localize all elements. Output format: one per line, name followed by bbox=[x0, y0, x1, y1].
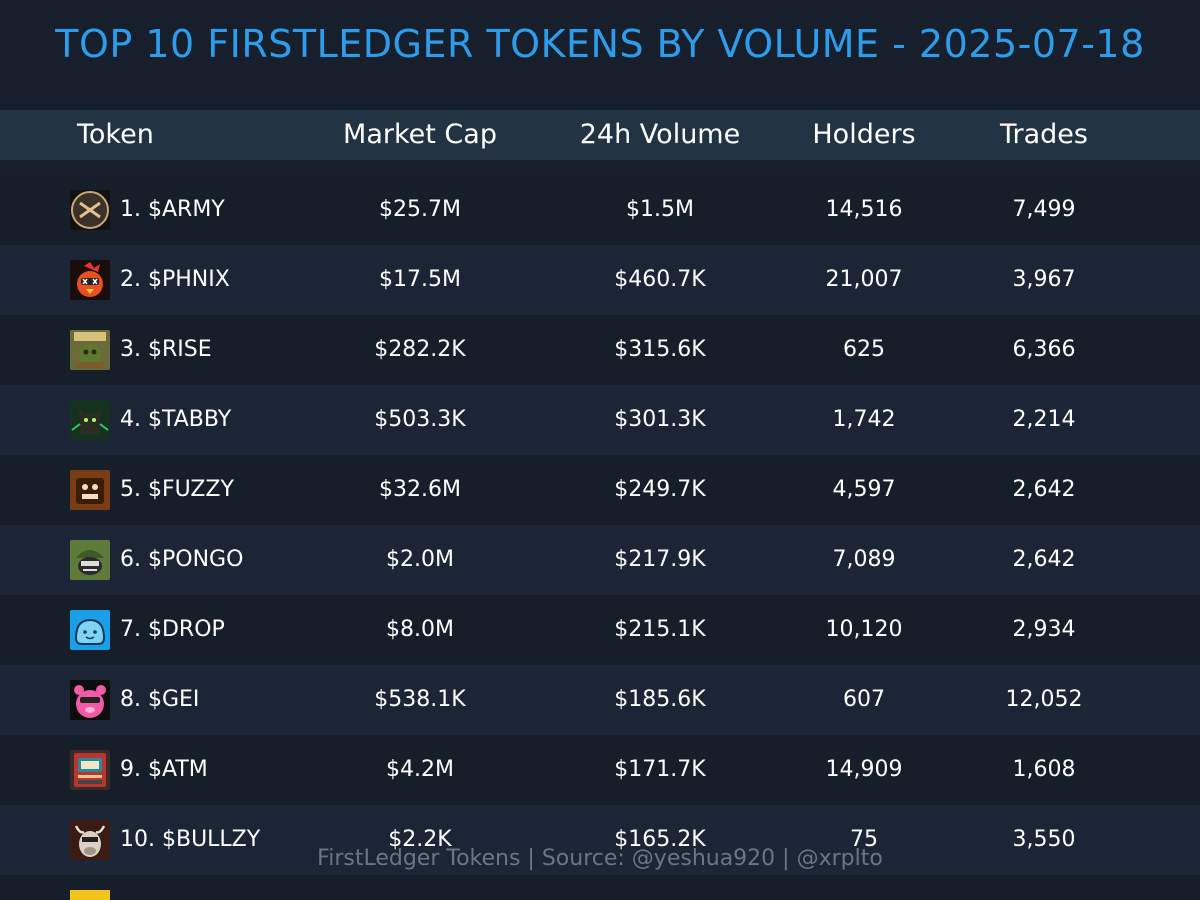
holders-value: 1,742 bbox=[832, 407, 896, 432]
volume-value: $1.5M bbox=[626, 197, 694, 222]
column-header-trades: Trades bbox=[1000, 119, 1088, 150]
volume-value: $249.7K bbox=[614, 477, 706, 502]
table-row: 6. $PONGO $2.0M $217.9K 7,089 2,642 bbox=[0, 525, 1200, 595]
drop-blob-icon bbox=[70, 610, 110, 650]
token-name: 2. $PHNIX bbox=[120, 267, 230, 292]
fuzzy-bear-icon bbox=[70, 470, 110, 510]
column-header-token: Token bbox=[77, 119, 154, 150]
tabby-cat-icon bbox=[70, 400, 110, 440]
table-row: 5. $FUZZY $32.6M $249.7K 4,597 2,642 bbox=[0, 455, 1200, 525]
atm-machine-icon bbox=[70, 750, 110, 790]
market-cap-value: $538.1K bbox=[374, 687, 466, 712]
market-cap-value: $8.0M bbox=[386, 617, 454, 642]
holders-value: 607 bbox=[843, 687, 885, 712]
trades-value: 6,366 bbox=[1012, 337, 1076, 362]
volume-value: $315.6K bbox=[614, 337, 706, 362]
token-name: 8. $GEI bbox=[120, 687, 200, 712]
trades-value: 3,967 bbox=[1012, 267, 1076, 292]
trades-value: 2,642 bbox=[1012, 547, 1076, 572]
market-cap-value: $25.7M bbox=[379, 197, 461, 222]
volume-value: $165.2K bbox=[614, 827, 706, 852]
holders-value: 10,120 bbox=[825, 617, 903, 642]
trades-value: 2,214 bbox=[1012, 407, 1076, 432]
market-cap-value: $32.6M bbox=[379, 477, 461, 502]
volume-value: $460.7K bbox=[614, 267, 706, 292]
token-name: 3. $RISE bbox=[120, 337, 212, 362]
pongo-soldier-icon bbox=[70, 540, 110, 580]
table-row-partial bbox=[0, 875, 1200, 900]
volume-value: $215.1K bbox=[614, 617, 706, 642]
volume-value: $301.3K bbox=[614, 407, 706, 432]
market-cap-value: $282.2K bbox=[374, 337, 466, 362]
holders-value: 75 bbox=[850, 827, 878, 852]
phoenix-bird-icon bbox=[70, 260, 110, 300]
column-header-holders: Holders bbox=[812, 119, 916, 150]
market-cap-value: $2.0M bbox=[386, 547, 454, 572]
token-name: 4. $TABBY bbox=[120, 407, 232, 432]
trades-value: 1,608 bbox=[1012, 757, 1076, 782]
table-row: 10. $BULLZY $2.2K $165.2K 75 3,550 bbox=[0, 805, 1200, 875]
token-name: 5. $FUZZY bbox=[120, 477, 234, 502]
trades-value: 12,052 bbox=[1005, 687, 1083, 712]
table-row: 7. $DROP $8.0M $215.1K 10,120 2,934 bbox=[0, 595, 1200, 665]
column-header-volume: 24h Volume bbox=[579, 119, 741, 150]
holders-value: 4,597 bbox=[832, 477, 896, 502]
rise-frog-icon bbox=[70, 330, 110, 370]
token-name: 10. $BULLZY bbox=[120, 827, 261, 852]
table-row: 3. $RISE $282.2K $315.6K 625 6,366 bbox=[0, 315, 1200, 385]
volume-value: $171.7K bbox=[614, 757, 706, 782]
token-icon-partial bbox=[70, 890, 110, 900]
table-row: 9. $ATM $4.2M $171.7K 14,909 1,608 bbox=[0, 735, 1200, 805]
holders-value: 14,909 bbox=[825, 757, 903, 782]
token-name: 6. $PONGO bbox=[120, 547, 244, 572]
token-name: 9. $ATM bbox=[120, 757, 208, 782]
bullzy-bull-icon bbox=[70, 820, 110, 860]
market-cap-value: $503.3K bbox=[374, 407, 466, 432]
footer-source: FirstLedger Tokens | Source: @yeshua920 … bbox=[317, 846, 883, 871]
trades-value: 2,642 bbox=[1012, 477, 1076, 502]
page-title: TOP 10 FIRSTLEDGER TOKENS BY VOLUME - 20… bbox=[55, 22, 1145, 66]
holders-value: 21,007 bbox=[825, 267, 903, 292]
token-name: 1. $ARMY bbox=[120, 197, 225, 222]
market-cap-value: $17.5M bbox=[379, 267, 461, 292]
trades-value: 2,934 bbox=[1012, 617, 1076, 642]
trades-value: 7,499 bbox=[1012, 197, 1076, 222]
holders-value: 7,089 bbox=[832, 547, 896, 572]
volume-value: $217.9K bbox=[614, 547, 706, 572]
column-header-market-cap: Market Cap bbox=[343, 119, 497, 150]
table-header: Token Market Cap 24h Volume Holders Trad… bbox=[0, 110, 1200, 160]
table-row: 4. $TABBY $503.3K $301.3K 1,742 2,214 bbox=[0, 385, 1200, 455]
holders-value: 625 bbox=[843, 337, 885, 362]
army-logo-icon bbox=[70, 190, 110, 230]
table-row: 1. $ARMY $25.7M $1.5M 14,516 7,499 bbox=[0, 175, 1200, 245]
volume-value: $185.6K bbox=[614, 687, 706, 712]
market-cap-value: $4.2M bbox=[386, 757, 454, 782]
holders-value: 14,516 bbox=[825, 197, 903, 222]
table-row: 8. $GEI $538.1K $185.6K 607 12,052 bbox=[0, 665, 1200, 735]
market-cap-value: $2.2K bbox=[388, 827, 452, 852]
gei-bear-icon bbox=[70, 680, 110, 720]
token-name: 7. $DROP bbox=[120, 617, 225, 642]
trades-value: 3,550 bbox=[1012, 827, 1076, 852]
table-row: 2. $PHNIX $17.5M $460.7K 21,007 3,967 bbox=[0, 245, 1200, 315]
